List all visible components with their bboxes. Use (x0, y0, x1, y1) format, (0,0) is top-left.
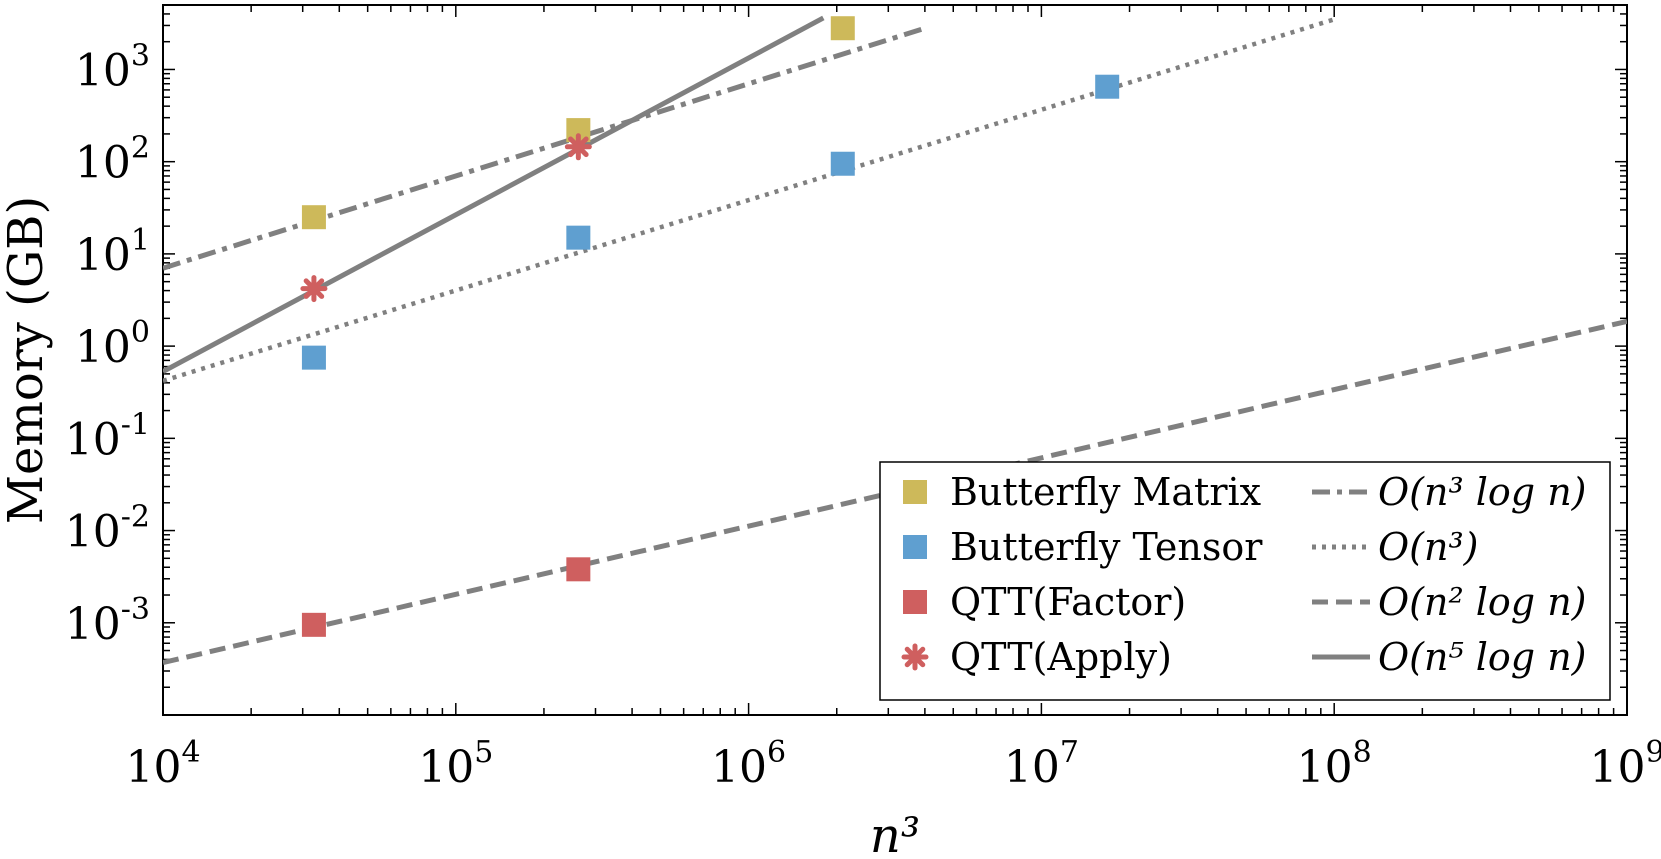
data-point (301, 205, 326, 230)
data-point (566, 557, 591, 582)
reference-line (163, 25, 926, 271)
legend-label: QTT(Factor) (950, 580, 1186, 624)
legend-label: QTT(Apply) (950, 635, 1172, 679)
data-point (564, 133, 592, 161)
y-tick-label: 10-2 (65, 500, 150, 558)
reference-line (163, 17, 1335, 384)
legend-marker (903, 480, 927, 504)
x-tick-labels: 104 105 106 107 108 109 (125, 735, 1661, 793)
data-point (830, 16, 855, 41)
x-tick-label: 108 (1297, 735, 1372, 793)
y-tick-label: 103 (75, 38, 150, 96)
x-tick-label: 105 (418, 735, 493, 793)
y-tick-label: 10-1 (65, 407, 150, 465)
y-tick-label: 101 (75, 223, 150, 281)
legend-label: O(n² log n) (1378, 580, 1587, 624)
data-point (566, 225, 591, 250)
legend-marker (903, 590, 927, 614)
data-points (300, 16, 1120, 637)
legend-label: O(n³ log n) (1378, 470, 1587, 514)
data-point (830, 151, 855, 176)
y-axis-label: Memory (GB) (0, 196, 54, 524)
data-point (301, 345, 326, 370)
data-point (301, 612, 326, 637)
legend-marker (901, 643, 929, 671)
legend-label: O(n³) (1378, 525, 1479, 569)
data-point (1095, 74, 1120, 99)
legend-label: O(n⁵ log n) (1378, 635, 1587, 679)
y-tick-label: 10-3 (65, 592, 150, 650)
legend-label: Butterfly Matrix (950, 470, 1261, 514)
legend: Butterfly Matrix Butterfly Tensor QTT(Fact… (879, 461, 1611, 701)
data-point (300, 275, 328, 303)
x-tick-label: 107 (1004, 735, 1079, 793)
legend-box (879, 461, 1611, 701)
x-tick-label: 106 (711, 735, 786, 793)
x-tick-label: 109 (1589, 735, 1661, 793)
reference-line (163, 15, 825, 374)
x-axis-label: n³ (870, 808, 920, 859)
legend-marker (903, 535, 927, 559)
y-tick-label: 100 (75, 315, 150, 373)
y-tick-label: 102 (75, 131, 150, 189)
x-tick-label: 104 (125, 735, 200, 793)
y-tick-labels: 10-3 10-2 10-1 100 101 102 103 (65, 38, 150, 649)
legend-label: Butterfly Tensor (950, 525, 1263, 569)
